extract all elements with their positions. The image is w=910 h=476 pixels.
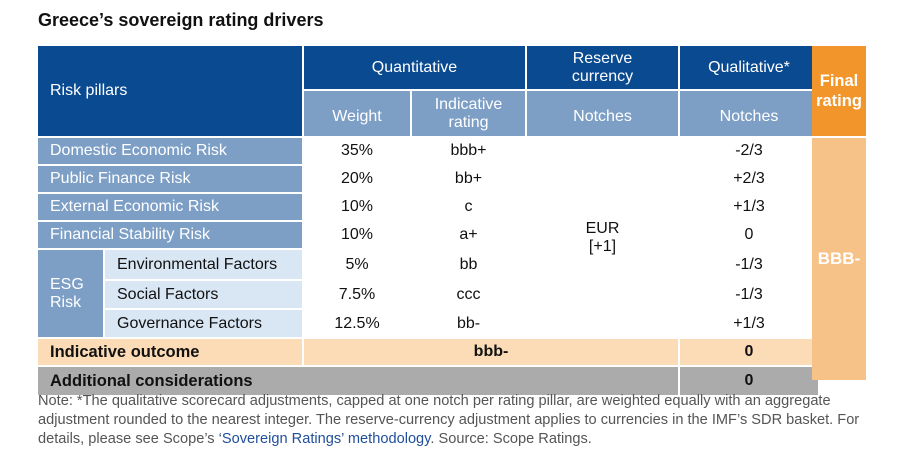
header-notches-qualitative: Notches	[680, 91, 818, 136]
pillar-label: External Economic Risk	[38, 194, 302, 220]
page-title: Greece’s sovereign rating drivers	[38, 10, 324, 30]
final-rating-text: BBB-	[817, 249, 861, 268]
indicative-rating-value: c	[412, 194, 525, 220]
header-reserve-currency: Reserve currency	[527, 46, 678, 89]
weight-value: 35%	[304, 138, 410, 164]
header-weight: Weight	[304, 91, 410, 136]
esg-factor-label: Environmental Factors	[105, 250, 302, 279]
qualitative-notches-value: +1/3	[680, 194, 818, 220]
footnote: Note: *The qualitative scorecard adjustm…	[38, 392, 898, 449]
reserve-currency-adjustment: [+1]	[588, 237, 617, 255]
additional-considerations-notches: 0	[680, 367, 818, 395]
indicative-outcome-value: bbb-	[304, 339, 678, 365]
qualitative-notches-value: -1/3	[680, 281, 818, 308]
pillar-label: Domestic Economic Risk	[38, 138, 302, 164]
note-text: Note: *The qualitative scorecard adjustm…	[38, 393, 860, 447]
note-source: . Source: Scope Ratings.	[430, 431, 592, 447]
rating-drivers-table: Risk pillars Quantitative Reserve curren…	[38, 46, 818, 395]
esg-factor-label: Social Factors	[105, 281, 302, 308]
header-quantitative: Quantitative	[304, 46, 525, 89]
weight-value: 5%	[304, 250, 410, 279]
additional-considerations-label: Additional considerations	[38, 367, 678, 395]
weight-value: 10%	[304, 222, 410, 248]
esg-factor-label: Governance Factors	[105, 310, 302, 337]
header-risk-pillars: Risk pillars	[38, 46, 302, 136]
weight-value: 12.5%	[304, 310, 410, 337]
pillar-label: Public Finance Risk	[38, 166, 302, 192]
methodology-link[interactable]: ‘Sovereign Ratings’ methodology	[218, 431, 431, 447]
final-rating-column	[812, 138, 866, 380]
qualitative-notches-value: -2/3	[680, 138, 818, 164]
weight-value: 20%	[304, 166, 410, 192]
indicative-rating-value: a+	[412, 222, 525, 248]
qualitative-notches-value: +1/3	[680, 310, 818, 337]
qualitative-notches-value: 0	[680, 222, 818, 248]
indicative-rating-value: ccc	[412, 281, 525, 308]
header-indicative-rating: Indicative rating	[412, 91, 525, 136]
qualitative-notches-value: +2/3	[680, 166, 818, 192]
pillar-label: Financial Stability Risk	[38, 222, 302, 248]
qualitative-notches-value: -1/3	[680, 250, 818, 279]
header-notches-reserve: Notches	[527, 91, 678, 136]
indicative-outcome-notches: 0	[680, 339, 818, 365]
header-final-rating: Final rating	[812, 46, 866, 136]
indicative-rating-value: bb	[412, 250, 525, 279]
indicative-rating-value: bb-	[412, 310, 525, 337]
indicative-rating-value: bb+	[412, 166, 525, 192]
reserve-currency-cell: EUR [+1]	[527, 138, 678, 337]
indicative-rating-value: bbb+	[412, 138, 525, 164]
reserve-currency-value: EUR	[585, 219, 620, 237]
weight-value: 7.5%	[304, 281, 410, 308]
indicative-outcome-label: Indicative outcome	[38, 339, 302, 365]
esg-risk-label: ESG Risk	[38, 250, 103, 337]
weight-value: 10%	[304, 194, 410, 220]
header-qualitative: Qualitative*	[680, 46, 818, 89]
